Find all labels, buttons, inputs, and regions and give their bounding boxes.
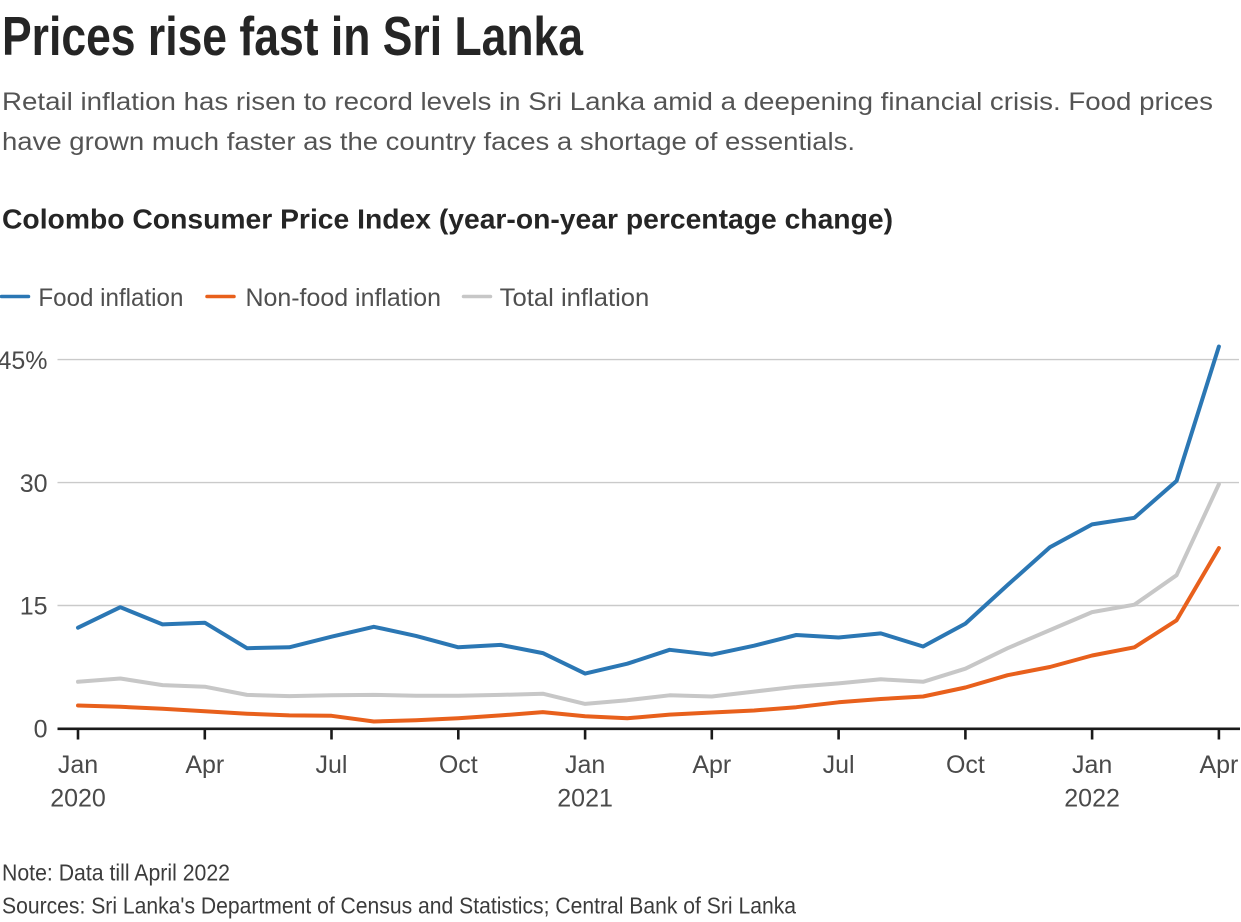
- svg-text:30: 30: [20, 470, 48, 498]
- svg-text:Jan: Jan: [1072, 751, 1112, 779]
- svg-text:Jul: Jul: [316, 751, 348, 779]
- svg-text:Prices rise fast in Sri Lanka: Prices rise fast in Sri Lanka: [2, 5, 583, 67]
- svg-text:45%: 45%: [0, 347, 48, 375]
- svg-text:Oct: Oct: [439, 751, 478, 779]
- svg-text:Retail inflation has risen to: Retail inflation has risen to record lev…: [2, 88, 1213, 116]
- svg-text:Oct: Oct: [946, 751, 985, 779]
- svg-text:0: 0: [34, 716, 48, 744]
- svg-text:Sources: Sri Lanka's Departmen: Sources: Sri Lanka's Department of Censu…: [2, 893, 796, 919]
- svg-text:Apr: Apr: [692, 751, 731, 779]
- svg-text:Jul: Jul: [823, 751, 855, 779]
- svg-text:Food inflation: Food inflation: [38, 284, 183, 312]
- svg-text:Note: Data till April 2022: Note: Data till April 2022: [2, 860, 230, 886]
- svg-text:2022: 2022: [1064, 785, 1120, 813]
- svg-text:2020: 2020: [50, 785, 106, 813]
- svg-text:Apr: Apr: [1199, 751, 1238, 779]
- svg-text:Jan: Jan: [58, 751, 98, 779]
- svg-text:2021: 2021: [557, 785, 613, 813]
- svg-text:Total inflation: Total inflation: [500, 284, 650, 312]
- svg-text:have grown much faster as the: have grown much faster as the country fa…: [2, 128, 855, 156]
- svg-text:15: 15: [20, 593, 48, 621]
- svg-text:Colombo Consumer Price Index (: Colombo Consumer Price Index (year-on-ye…: [2, 204, 893, 235]
- svg-text:Non-food inflation: Non-food inflation: [246, 284, 442, 312]
- svg-text:Apr: Apr: [185, 751, 224, 779]
- svg-text:Jan: Jan: [565, 751, 605, 779]
